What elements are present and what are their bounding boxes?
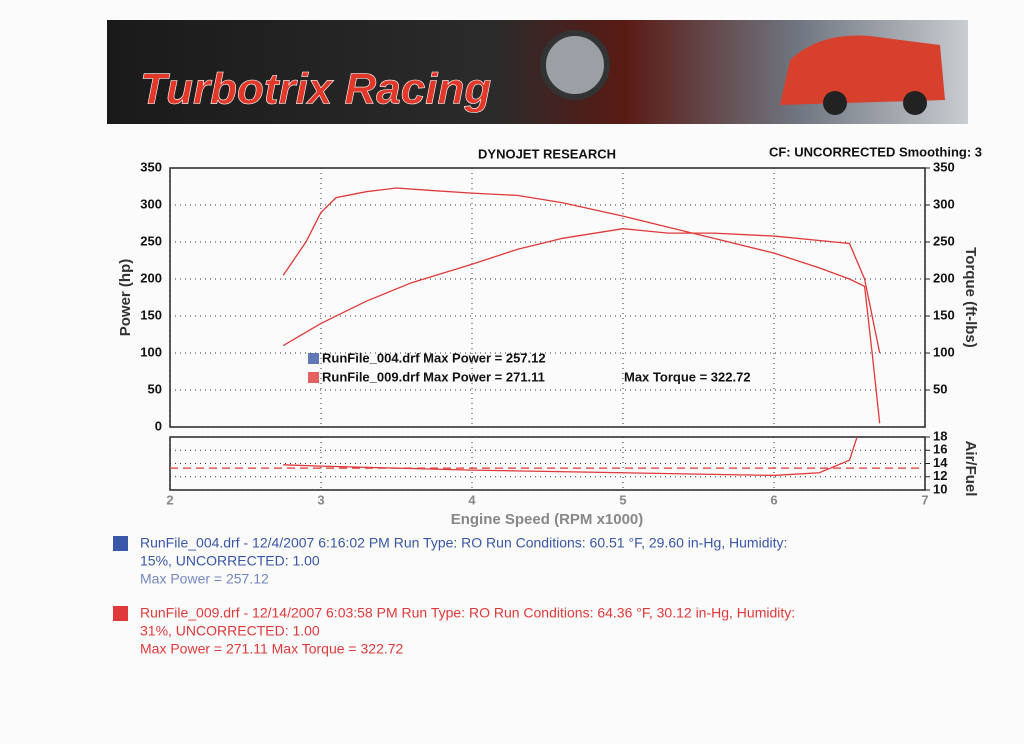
y2-tick-label: 10: [933, 481, 947, 496]
legend-swatch: [308, 353, 319, 364]
x-tick-label: 4: [468, 492, 476, 507]
note-line: Max Power = 271.11 Max Torque = 322.72: [140, 641, 404, 657]
run-notes: RunFile_004.drf - 12/4/2007 6:16:02 PM R…: [113, 535, 795, 657]
x-tick-label: 7: [921, 492, 928, 507]
x-tick-label: 6: [770, 492, 777, 507]
banner: Turbotrix Racing: [107, 20, 968, 124]
legend-swatch: [308, 372, 319, 383]
y-tick-label: 200: [140, 270, 162, 285]
series-line: [282, 187, 881, 424]
note-line: RunFile_009.drf - 12/14/2007 6:03:58 PM …: [140, 605, 795, 621]
note-line: 31%, UNCORRECTED: 1.00: [140, 623, 320, 639]
wheel: [903, 91, 927, 115]
note-icon: [113, 536, 128, 551]
chart-title: DYNOJET RESEARCH: [478, 146, 616, 161]
turbo-graphic: [540, 30, 610, 100]
y-tick-label: 0: [155, 418, 162, 433]
y2-tick-label: 350: [933, 159, 955, 174]
charts: 0501001502002503003505010015020025030035…: [117, 144, 982, 528]
series-line: [283, 436, 858, 477]
y2-tick-label: 18: [933, 428, 947, 443]
y-tick-label: 350: [140, 159, 162, 174]
note-icon: [113, 606, 128, 621]
y2-tick-label: 150: [933, 307, 955, 322]
wheel: [823, 91, 847, 115]
y2-tick-label: 14: [933, 455, 948, 470]
y2-axis-label: Torque (ft-lbs): [962, 247, 979, 348]
note-line: 15%, UNCORRECTED: 1.00: [140, 553, 320, 569]
y-tick-label: 100: [140, 344, 162, 359]
y2-tick-label: 250: [933, 233, 955, 248]
y2-tick-label: 100: [933, 344, 955, 359]
note-line: Max Power = 257.12: [140, 571, 269, 587]
y-tick-label: 150: [140, 307, 162, 322]
banner-title: Turbotrix Racing: [140, 65, 491, 114]
chart-subtitle: CF: UNCORRECTED Smoothing: 3: [769, 144, 982, 159]
y-tick-label: 250: [140, 233, 162, 248]
y-tick-label: 50: [148, 381, 162, 396]
y2-tick-label: 12: [933, 468, 947, 483]
y-axis-label: Power (hp): [117, 259, 134, 337]
x-axis-label: Engine Speed (RPM x1000): [451, 511, 644, 528]
y2-axis-label: Air/Fuel: [962, 441, 979, 497]
plot-frame: [169, 167, 926, 428]
y2-tick-label: 16: [933, 442, 947, 457]
y-tick-label: 300: [140, 196, 162, 211]
x-tick-label: 5: [619, 492, 626, 507]
x-tick-label: 2: [166, 492, 173, 507]
note-line: RunFile_004.drf - 12/4/2007 6:16:02 PM R…: [140, 535, 787, 551]
y2-tick-label: 50: [933, 381, 947, 396]
x-tick-label: 3: [317, 492, 324, 507]
car-graphic: [780, 35, 945, 105]
legend-text: RunFile_009.drf Max Power = 271.11: [322, 369, 545, 384]
y2-tick-label: 200: [933, 270, 955, 285]
legend-text: RunFile_004.drf Max Power = 257.12: [322, 350, 546, 365]
y2-tick-label: 300: [933, 196, 955, 211]
series-line: [282, 228, 881, 354]
legend-text: Max Torque = 322.72: [624, 369, 751, 384]
